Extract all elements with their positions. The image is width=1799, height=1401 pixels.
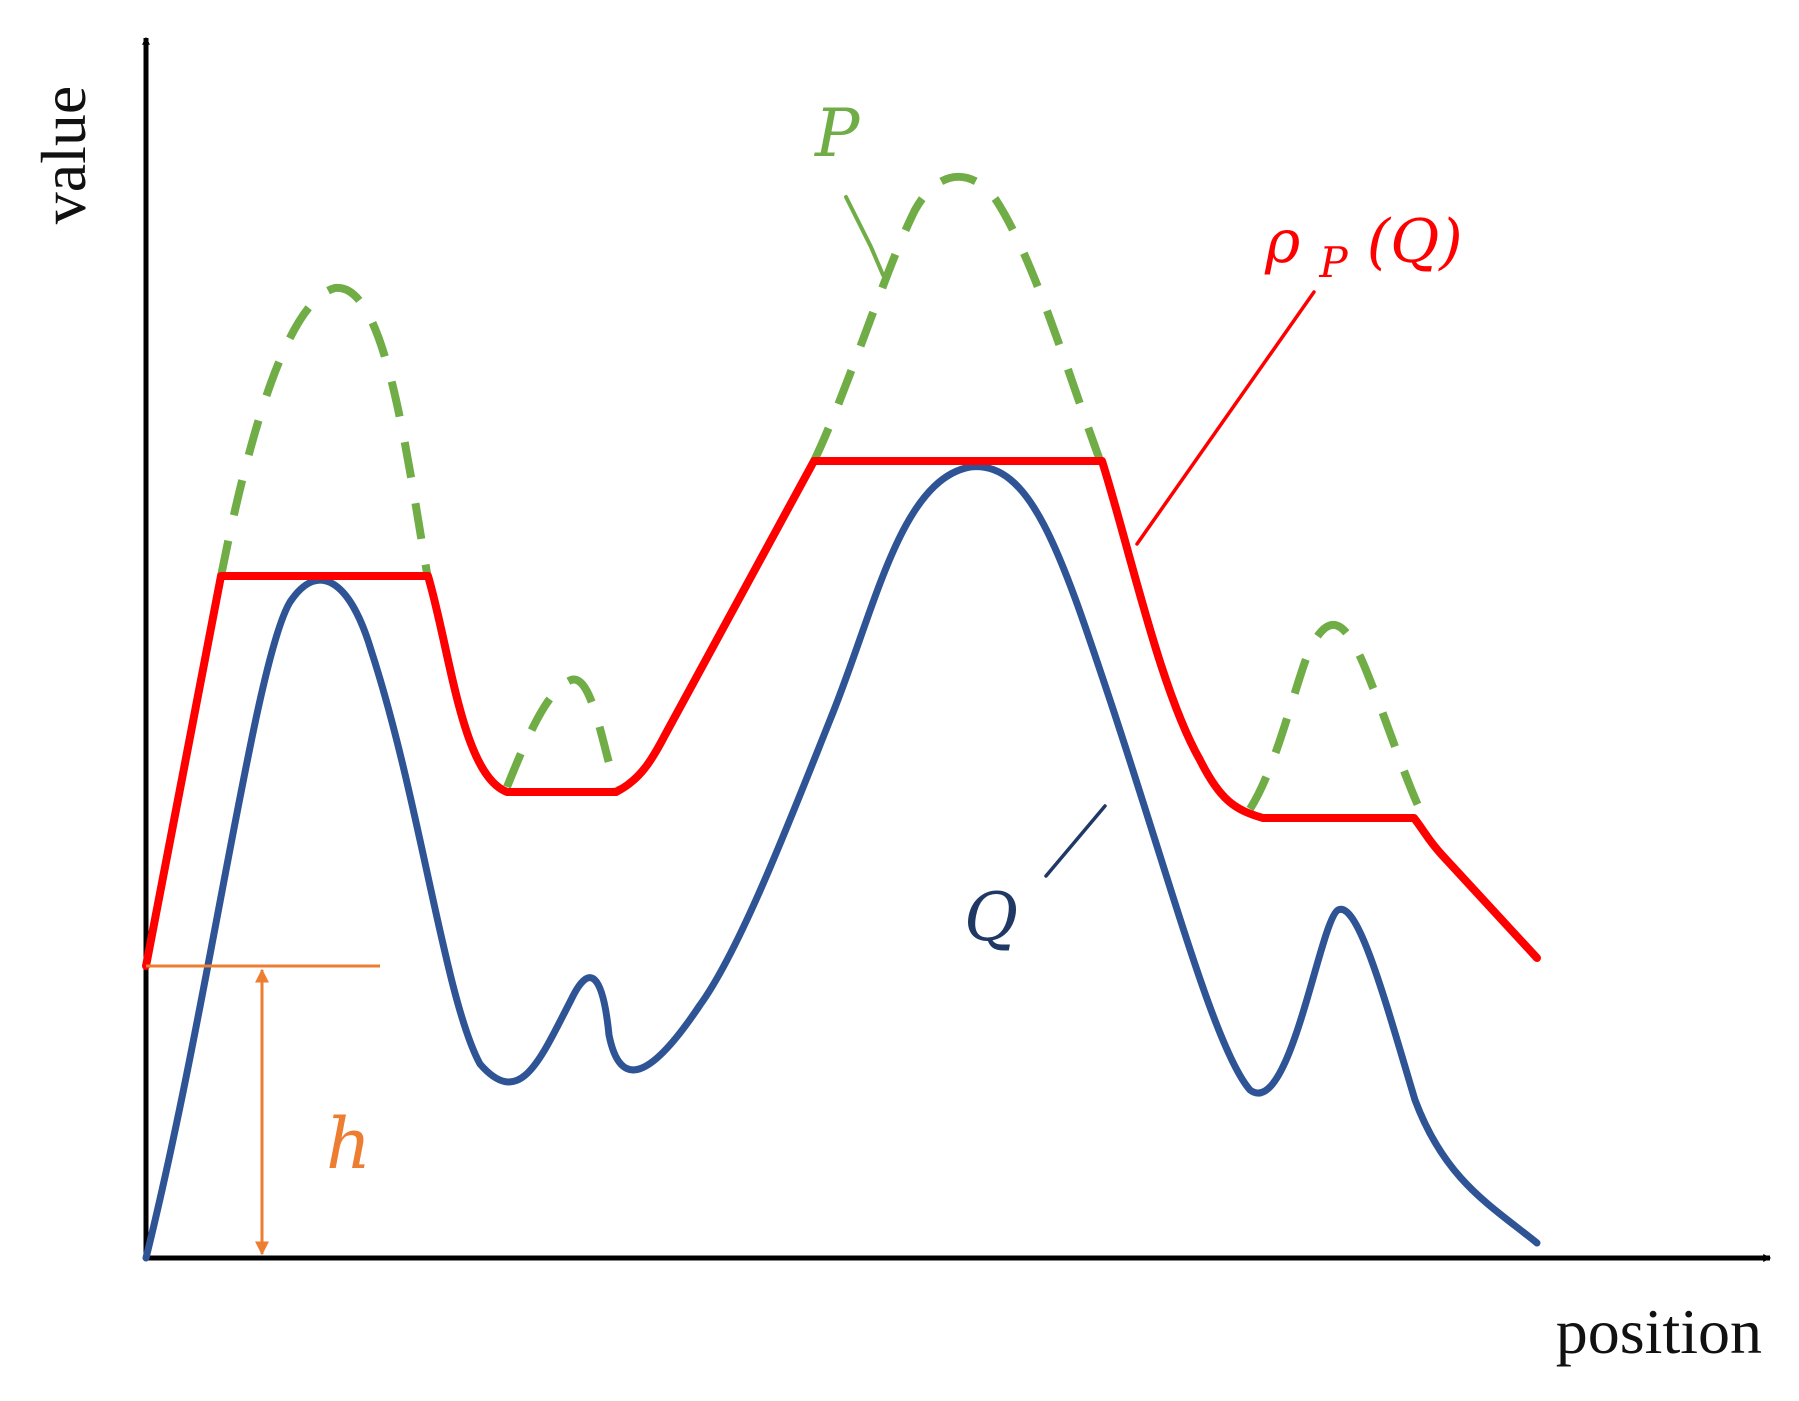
rho-argument: (Q) <box>1367 207 1463 277</box>
q-leader-line <box>1044 804 1107 878</box>
h-label: h <box>326 1103 371 1185</box>
curves-group <box>142 172 1541 1262</box>
q-label: Q <box>964 879 1018 956</box>
rho-subscript: P <box>1318 238 1348 287</box>
rho-leader-line <box>1135 290 1316 546</box>
x-axis-label: position <box>1556 1296 1762 1367</box>
h-marker-group <box>146 964 380 1256</box>
axes-group: value position <box>28 36 1772 1367</box>
text-labels-group: P ρ P (Q) Q h <box>326 95 1463 1185</box>
p-label: P <box>814 95 861 172</box>
rho-p-q-label: ρ P (Q) <box>1264 207 1463 292</box>
rho-symbol: ρ <box>1264 207 1300 277</box>
p-leader-line <box>844 195 885 277</box>
rho-p-q-curve <box>142 457 1541 970</box>
p-curve <box>217 172 1425 814</box>
label-leaders-group <box>844 195 1316 878</box>
q-curve <box>142 463 1541 1262</box>
y-axis-label: value <box>28 86 99 225</box>
